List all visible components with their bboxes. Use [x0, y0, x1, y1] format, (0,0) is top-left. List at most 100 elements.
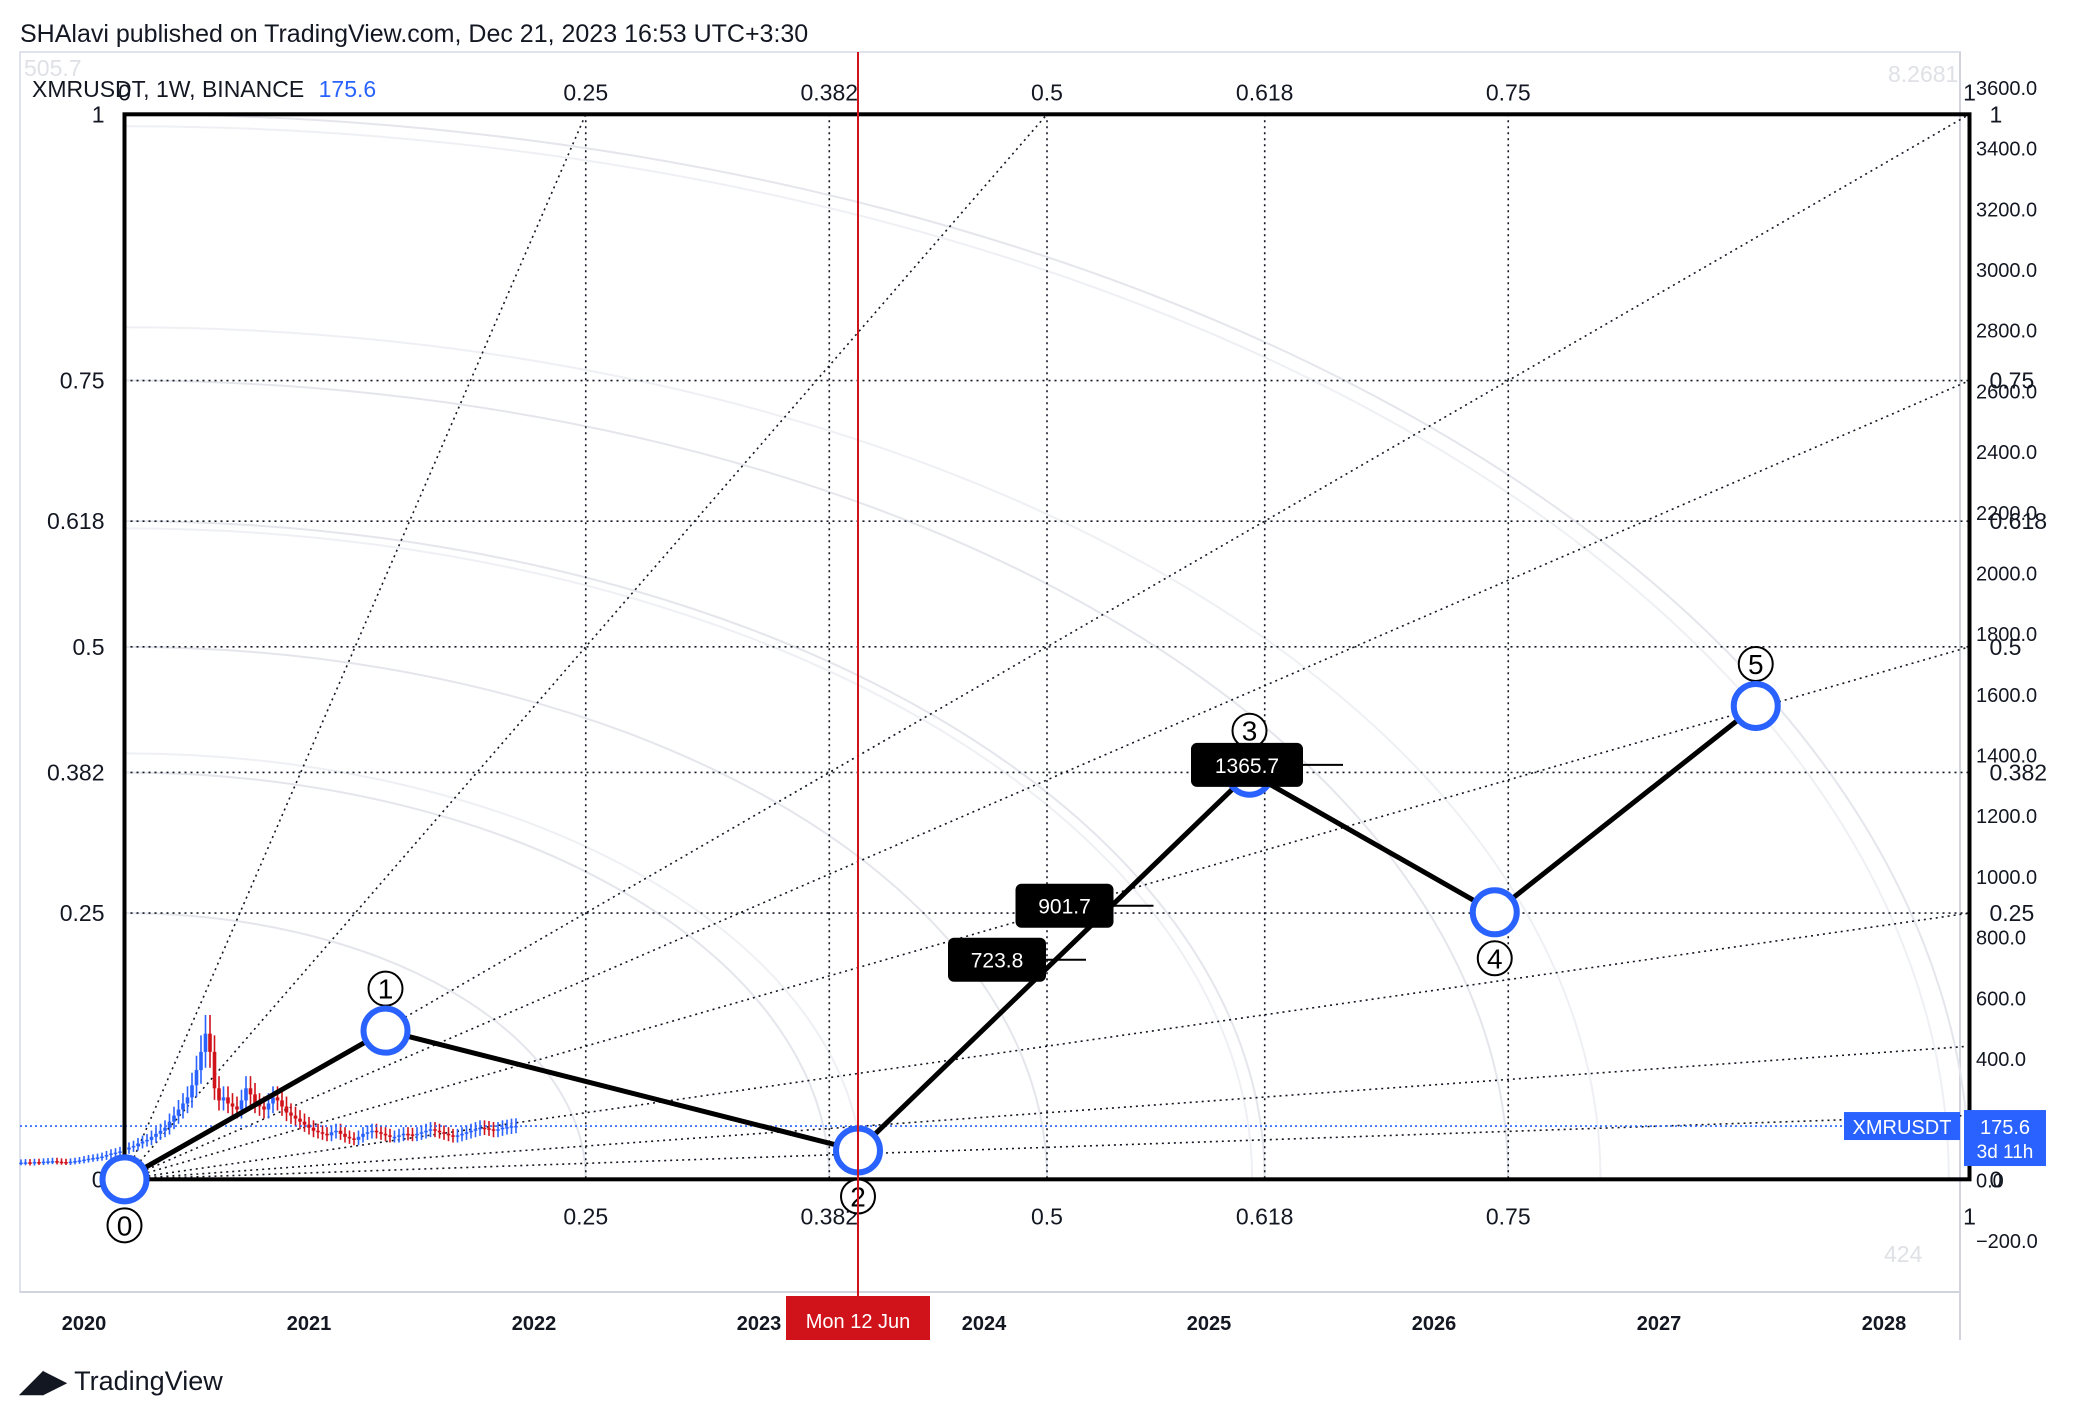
- candle-body: [415, 1133, 419, 1136]
- price-tick: 2000.0: [1976, 563, 2037, 585]
- candle-body: [347, 1136, 352, 1139]
- candle-body: [185, 1097, 190, 1104]
- candle-body: [370, 1130, 374, 1133]
- candle-body: [64, 1162, 68, 1164]
- candle-body: [428, 1129, 433, 1131]
- price-tick: 3400.0: [1976, 139, 2037, 161]
- price-tick: −200.0: [1976, 1231, 2038, 1253]
- gann-right-label: 0.75: [1990, 368, 2035, 394]
- gann-left-label: 0.75: [60, 368, 105, 394]
- price-tick: 3600.0: [1976, 78, 2037, 100]
- crosshair: Mon 12 Jun: [786, 52, 930, 1340]
- gann-arc: [124, 645, 1048, 1180]
- candle-body: [397, 1135, 401, 1137]
- candle-body: [235, 1106, 239, 1110]
- price-axis[interactable]: −200.0 0.0 400.0 600.0 800.0 1000.0 1200.0 1400…: [1844, 78, 2046, 1253]
- candle-body: [482, 1127, 487, 1130]
- gann-right-label: 0: [1990, 1166, 2003, 1192]
- candle-body: [284, 1106, 289, 1113]
- candle-body: [469, 1130, 473, 1133]
- gann-bottom-label: 1: [1963, 1203, 1976, 1229]
- price-tick: 2600.0: [1976, 381, 2037, 403]
- candle-body: [73, 1161, 77, 1163]
- candle-body: [77, 1160, 82, 1163]
- candle-body: [293, 1115, 298, 1119]
- tradingview-icon: ◢▶: [20, 1365, 67, 1398]
- candle-body: [410, 1134, 415, 1136]
- candle-body: [383, 1133, 388, 1136]
- gann-bottom-label: 0.618: [1236, 1203, 1294, 1229]
- price-label-text: 723.8: [971, 950, 1024, 973]
- price-label-box: [1191, 742, 1303, 787]
- chart-svg[interactable]: 00000.250.250.250.250.3820.3820.3820.382…: [0, 0, 2088, 1360]
- candle-body: [302, 1121, 307, 1125]
- wave-label-circle: [367, 970, 404, 1007]
- gann-arc-outer: [124, 752, 864, 1180]
- publication-line: SHAlavi published on TradingView.com, De…: [20, 20, 809, 48]
- candle-body: [509, 1126, 514, 1128]
- candle-body: [424, 1130, 428, 1133]
- candle-body: [478, 1127, 482, 1130]
- candle-body: [365, 1132, 370, 1134]
- tradingview-logo[interactable]: ◢▶ TradingView: [20, 1364, 223, 1399]
- fan-line: [124, 1045, 1970, 1181]
- time-axis[interactable]: 2020 2021 2022 2023 2024 2025 2026 2027 2028: [62, 1313, 1907, 1335]
- crosshair-date-tag: [786, 1296, 930, 1340]
- wave-point: [1469, 887, 1520, 938]
- faint-scale-label: 424: [1884, 1241, 1923, 1267]
- price-tick: 1600.0: [1976, 685, 2037, 707]
- price-label-box: [1015, 883, 1114, 928]
- fan-line-steep: [123, 113, 587, 1180]
- gann-bottom-label: 0.75: [1486, 1203, 1531, 1229]
- candle-body: [343, 1133, 347, 1137]
- year-tick: 2020: [62, 1313, 107, 1335]
- candle-body: [118, 1151, 122, 1153]
- symbol-label: XMRUSDT, 1W, BINANCE: [32, 76, 305, 102]
- candle-body: [289, 1112, 293, 1116]
- price-labels: 1365.7 901.7 723.8: [948, 742, 1343, 982]
- wave-point: [360, 1005, 411, 1056]
- candle-body: [55, 1161, 59, 1163]
- gann-right-label: 0.382: [1990, 759, 2048, 785]
- candles: [19, 1014, 1844, 1166]
- candle-body: [127, 1147, 131, 1150]
- price-tick: 1000.0: [1976, 867, 2037, 889]
- candle-body: [176, 1109, 181, 1116]
- wave-path[interactable]: 012345: [99, 645, 1781, 1244]
- year-tick: 2027: [1637, 1313, 1682, 1335]
- wave-label-circle: [106, 1207, 143, 1244]
- wave-label: 1: [378, 974, 394, 1005]
- price-tick: 0.0: [1976, 1170, 2004, 1192]
- gann-box[interactable]: 00000.250.250.250.250.3820.3820.3820.382…: [24, 55, 2047, 1267]
- gann-top-label: 1: [1963, 79, 1976, 105]
- gann-left-label: 0.25: [60, 900, 105, 926]
- candle-body: [41, 1161, 46, 1164]
- gann-arc-outer: [124, 326, 1602, 1180]
- gann-top-label: 0.618: [1236, 79, 1294, 105]
- gann-left-label: 0.5: [73, 634, 105, 660]
- year-tick: 2022: [512, 1313, 557, 1335]
- candle-body: [325, 1133, 329, 1136]
- candle-body: [280, 1100, 284, 1107]
- price-tick: 1200.0: [1976, 806, 2037, 828]
- candle-body: [82, 1159, 86, 1162]
- wave-line: [123, 704, 1758, 1182]
- candle-body: [28, 1162, 32, 1164]
- price-tick: 2800.0: [1976, 321, 2037, 343]
- candle-body: [388, 1135, 392, 1137]
- gann-grid: [124, 114, 1970, 1180]
- candle-body: [329, 1132, 334, 1136]
- last-price-symbol-tag: [1844, 1112, 1960, 1141]
- price-tick: 600.0: [1976, 988, 2026, 1010]
- gann-top-label: 0.75: [1486, 79, 1531, 105]
- gann-left-label: 1: [92, 101, 105, 127]
- candle-body: [37, 1162, 41, 1164]
- symbol-legend[interactable]: XMRUSDT, 1W, BINANCE 175.6: [32, 76, 376, 103]
- candle-body: [266, 1103, 271, 1110]
- candle-body: [190, 1085, 194, 1098]
- gann-left-label: 0.382: [47, 759, 105, 785]
- fan-line: [124, 1114, 1970, 1181]
- wave-point: [1730, 680, 1781, 731]
- candle-body: [244, 1088, 248, 1101]
- year-tick: 2028: [1862, 1313, 1907, 1335]
